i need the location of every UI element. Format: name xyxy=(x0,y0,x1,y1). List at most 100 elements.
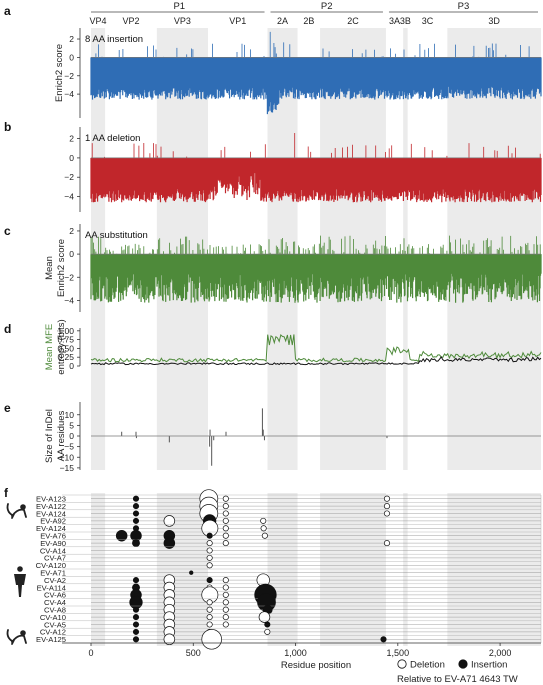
insertion-marker xyxy=(206,577,213,584)
insertion-marker xyxy=(163,537,176,549)
x-tick-label: 2,000 xyxy=(489,648,512,658)
series-c xyxy=(90,254,542,303)
deletion-marker xyxy=(383,510,391,517)
deletion-marker xyxy=(258,611,271,623)
strain-label-10: EV-A71 xyxy=(40,569,66,578)
deletion-marker xyxy=(222,532,229,539)
spikes-c xyxy=(90,235,541,255)
strain-label-12: EV-A114 xyxy=(37,583,66,592)
insertion-marker xyxy=(132,517,140,524)
insertion-marker xyxy=(189,570,194,575)
y-label-e: AA residues xyxy=(56,410,67,461)
deletion-marker xyxy=(222,606,229,613)
deletion-marker xyxy=(222,510,229,517)
shade-band-4 xyxy=(403,28,408,470)
insertion-marker xyxy=(380,636,387,643)
y-tick-label-a: −2 xyxy=(64,71,74,81)
deletion-marker xyxy=(206,540,213,547)
y-tick-label-c: 0 xyxy=(69,249,74,259)
strain-label-13: CV-A6 xyxy=(44,591,66,600)
y-tick-label-d: 0 xyxy=(69,361,74,371)
panel-title-b: 1 AA deletion xyxy=(85,133,140,144)
y-label-c: Mean xyxy=(44,256,55,280)
spikes-b xyxy=(91,133,541,158)
strain-label-8: CV-A7 xyxy=(44,554,66,563)
insertion-marker xyxy=(206,532,213,539)
human-icon xyxy=(14,566,26,597)
shade-band-f-5 xyxy=(447,493,541,646)
body xyxy=(14,574,26,597)
y-tick-label-e: 5 xyxy=(69,420,74,430)
deletion-marker xyxy=(206,614,213,621)
y-tick-label-d: 0.75 xyxy=(57,335,74,345)
deletion-marker xyxy=(383,503,391,510)
panel-letter-f: f xyxy=(4,486,9,500)
strain-label-11: CV-A2 xyxy=(44,576,66,585)
protein-label-3B: 3B xyxy=(400,16,411,26)
strain-label-1: EV-A122 xyxy=(36,502,66,511)
body xyxy=(6,629,27,645)
legend-insertion-label: Insertion xyxy=(471,660,507,671)
protein-label-2C: 2C xyxy=(347,16,359,26)
labels: P1 P2 P3 VP4 VP2 VP3 VP1 2A 2B 2C 3A 3B 3C 3D a 8 AA in… xyxy=(4,1,538,463)
protein-label-2A: 2A xyxy=(277,16,288,26)
protein-label-2B: 2B xyxy=(303,16,314,26)
y-tick-label-a: 2 xyxy=(69,34,74,44)
deletion-marker xyxy=(260,517,267,524)
insertion-marker xyxy=(132,636,140,643)
y-tick-label-b: −2 xyxy=(64,172,74,182)
deletion-marker xyxy=(264,628,271,635)
shade-band-f-4 xyxy=(403,493,408,646)
strain-label-18: CV-A12 xyxy=(40,628,66,637)
legend-deletion-label: Deletion xyxy=(410,660,445,671)
y-label-e: Size of InDel xyxy=(44,409,55,463)
deletion-marker xyxy=(222,584,229,591)
strain-label-3: EV-A92 xyxy=(40,517,66,526)
y-tick-label-e: −15 xyxy=(60,463,75,473)
panel-letter-e: e xyxy=(4,401,11,415)
monkey-icon xyxy=(6,503,27,519)
deletion-marker xyxy=(222,525,229,532)
protein-label-3D: 3D xyxy=(488,16,500,26)
y-tick-label-c: −2 xyxy=(64,272,74,282)
y-label-ab: Enrich2 score xyxy=(54,44,65,102)
deletion-marker xyxy=(383,540,391,547)
region-label-P2: P2 xyxy=(321,1,333,12)
y-tick-label-b: 0 xyxy=(69,153,74,163)
y-tick-label-e: 0 xyxy=(69,431,74,441)
entropy-line xyxy=(90,355,542,366)
strain-label-14: CV-A4 xyxy=(44,598,66,607)
shade-band-f-2 xyxy=(267,493,298,646)
deletion-marker xyxy=(222,517,229,524)
strain-label-16: CV-A10 xyxy=(40,613,66,622)
deletion-marker xyxy=(206,606,213,613)
spikes-a xyxy=(95,31,530,58)
y-tick-label-a: −4 xyxy=(64,89,74,99)
strain-label-15: CV-A8 xyxy=(44,606,66,615)
panel-letter-d: d xyxy=(4,322,11,336)
deletion-marker xyxy=(222,495,229,502)
protein-label-3A: 3A xyxy=(389,16,400,26)
deletion-marker xyxy=(260,525,267,532)
strain-label-7: CV-A14 xyxy=(40,546,66,555)
deletion-marker xyxy=(383,495,391,502)
panel-letter-c: c xyxy=(4,224,11,238)
strain-label-4: EV-A124 xyxy=(36,524,66,533)
region-label-P1: P1 xyxy=(173,1,185,12)
deletion-marker xyxy=(261,532,268,539)
protein-label-VP4: VP4 xyxy=(90,16,107,26)
y-tick-label-d: 0.25 xyxy=(57,352,74,362)
head xyxy=(20,630,26,636)
x-tick-label: 500 xyxy=(186,648,201,658)
shade-band-f-3 xyxy=(320,493,386,646)
shade-band-f-0 xyxy=(91,493,106,646)
strain-label-9: CV-A120 xyxy=(36,561,66,570)
body xyxy=(6,503,27,519)
insertion-marker xyxy=(132,628,140,635)
data-traces xyxy=(90,31,542,466)
strain-label-17: CV-A5 xyxy=(44,620,66,629)
head xyxy=(20,504,26,510)
panel-letter-b: b xyxy=(4,120,11,134)
legend-deletion-marker xyxy=(397,659,407,669)
deletion-marker xyxy=(222,503,229,510)
